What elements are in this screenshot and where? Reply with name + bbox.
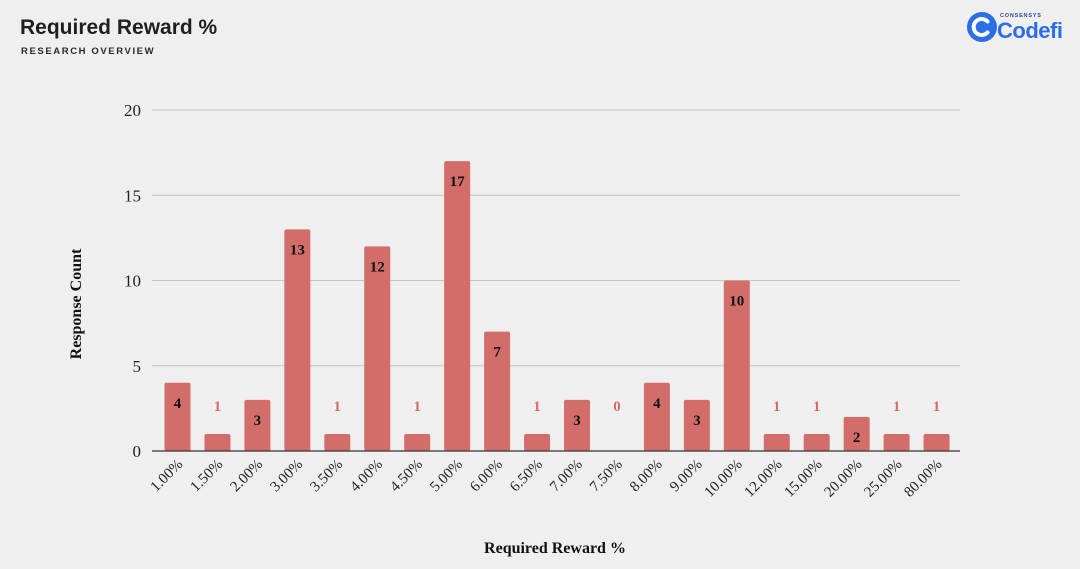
- bar-value-label: 1: [813, 399, 821, 415]
- brand-logo: CONSENSYS Codefi: [966, 10, 1066, 44]
- bar-value-label: 12: [370, 259, 385, 275]
- bar: [763, 433, 790, 451]
- x-tick-label: 8.00%: [627, 457, 666, 496]
- bar: [444, 161, 471, 451]
- bar-value-label: 2: [853, 430, 861, 446]
- bar-value-label: 3: [693, 413, 701, 429]
- bar: [564, 399, 590, 451]
- y-tick-label: 20: [124, 101, 141, 120]
- bar-value-label: 3: [254, 413, 262, 429]
- x-tick-label: 3.50%: [307, 457, 346, 496]
- x-tick-label: 7.50%: [587, 457, 626, 496]
- bar-value-label: 1: [773, 399, 781, 415]
- x-tick-label: 1.50%: [188, 457, 227, 496]
- bar: [723, 280, 750, 451]
- bar: [324, 433, 351, 451]
- bar-value-label: 1: [893, 399, 901, 415]
- bar: [524, 433, 551, 451]
- logo-brand-small: CONSENSYS: [1000, 13, 1042, 19]
- bar: [244, 399, 271, 451]
- y-tick-label: 10: [124, 272, 141, 291]
- chart-bars: [164, 161, 950, 451]
- x-tick-label: 9.00%: [667, 457, 706, 496]
- bar: [643, 382, 670, 451]
- x-tick-label: 12.00%: [742, 457, 786, 501]
- bar: [164, 382, 191, 451]
- bar: [364, 246, 391, 451]
- bar-value-label: 10: [729, 294, 744, 310]
- bar: [683, 399, 710, 451]
- bar-value-label: 7: [493, 345, 501, 361]
- bar: [803, 433, 830, 451]
- bar: [923, 433, 950, 451]
- x-tick-label: 80.00%: [901, 457, 945, 501]
- codefi-logo-icon: [967, 12, 997, 42]
- bar: [284, 229, 311, 451]
- y-tick-label: 15: [124, 186, 141, 205]
- bar-value-label: 4: [174, 396, 182, 412]
- bar: [204, 433, 231, 451]
- y-axis-label: Response Count: [68, 248, 85, 359]
- bar: [883, 433, 910, 451]
- bar: [484, 331, 511, 451]
- x-tick-label: 1.00%: [148, 457, 187, 496]
- x-tick-label: 2.00%: [228, 457, 267, 496]
- x-tick-label: 20.00%: [821, 457, 865, 501]
- bar-value-label: 1: [334, 399, 342, 415]
- x-tick-label: 3.00%: [267, 457, 306, 496]
- bar: [843, 416, 870, 451]
- bar-value-label: 17: [450, 174, 466, 190]
- bar-value-label: 1: [533, 399, 541, 415]
- bar-value-label: 4: [653, 396, 661, 412]
- x-tick-label: 10.00%: [702, 457, 746, 501]
- bar-value-label: 0: [613, 399, 621, 415]
- bar-value-label: 1: [214, 399, 222, 415]
- bar: [404, 433, 431, 451]
- x-tick-label: 4.00%: [347, 457, 386, 496]
- x-axis-ticks: 1.00% 1.50% 2.00% 3.00% 3.50% 4.00% 4.50% 5.00%…: [148, 457, 946, 501]
- x-tick-label: 7.00%: [547, 457, 586, 496]
- bar-value-label: 1: [933, 399, 941, 415]
- x-tick-label: 6.50%: [507, 457, 546, 496]
- x-tick-label: 25.00%: [861, 457, 905, 501]
- logo-brand-name: Codefi: [997, 18, 1063, 43]
- x-tick-label: 4.50%: [387, 457, 426, 496]
- x-tick-label: 15.00%: [782, 457, 826, 501]
- bar-value-label: 3: [573, 413, 581, 429]
- y-axis-ticks: 0 5 10 15 20: [124, 101, 141, 461]
- page-title: Required Reward %: [20, 16, 218, 39]
- bar-value-label: 1: [413, 399, 421, 415]
- y-tick-label: 0: [133, 442, 142, 461]
- x-tick-label: 5.00%: [427, 457, 466, 496]
- x-tick-label: 6.00%: [467, 457, 506, 496]
- chart-gridlines: [152, 109, 960, 367]
- x-axis-label: Required Reward %: [484, 540, 626, 557]
- page-subtitle: RESEARCH OVERVIEW: [21, 46, 156, 57]
- y-tick-label: 5: [133, 357, 142, 376]
- bar-value-label: 13: [290, 242, 305, 258]
